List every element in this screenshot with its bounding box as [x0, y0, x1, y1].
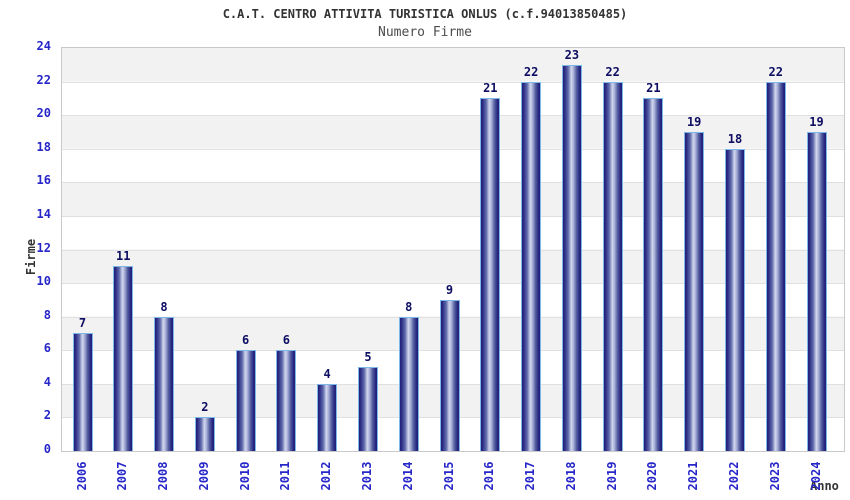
bar-2007 [113, 266, 134, 451]
bar-value-label-2017: 22 [523, 64, 539, 79]
x-axis-title: Anno [810, 479, 839, 493]
chart-title: C.A.T. CENTRO ATTIVITA TURISTICA ONLUS (… [222, 7, 628, 21]
bar-2017 [521, 81, 542, 451]
bar-2020 [643, 98, 664, 451]
y-tick-label-0: 0 [43, 442, 51, 456]
bar-value-label-2014: 8 [405, 299, 413, 314]
y-tick-label-16: 16 [36, 173, 51, 188]
bar-2010 [235, 350, 256, 451]
chart-subtitle: Numero Firme [378, 25, 472, 40]
bar-value-label-2011: 6 [282, 333, 290, 348]
bar-value-label-2022: 18 [727, 131, 743, 146]
bar-value-label-2007: 11 [116, 249, 131, 264]
y-tick-label-24: 24 [36, 39, 51, 53]
y-tick-label-18: 18 [36, 139, 51, 154]
bar-2011 [276, 350, 297, 451]
bar-value-label-2021: 19 [686, 114, 702, 129]
bar-value-label-2023: 22 [768, 64, 783, 79]
y-tick-label-6: 6 [43, 341, 51, 356]
bar-value-label-2015: 9 [445, 282, 454, 297]
bar-value-label-2019: 22 [605, 64, 620, 79]
x-tick-label-2024: 2024 [808, 461, 823, 491]
bar-2018 [561, 64, 582, 451]
bar-2022 [724, 148, 745, 451]
gridline [62, 249, 844, 251]
gridline [62, 283, 844, 285]
bar-2016 [480, 98, 501, 451]
y-tick-label-12: 12 [36, 240, 51, 255]
bar-value-label-2018: 23 [564, 47, 580, 62]
bar-2014 [398, 316, 419, 451]
bar-2006 [72, 333, 93, 451]
bar-2024 [806, 131, 827, 451]
bar-value-label-2020: 21 [646, 81, 661, 96]
bar-2008 [154, 316, 175, 451]
bar-2019 [602, 81, 623, 451]
bar-value-label-2008: 8 [160, 299, 168, 314]
gridline [62, 81, 844, 83]
bar-value-label-2010: 6 [241, 333, 250, 348]
bar-2015 [439, 299, 460, 451]
gridline [62, 215, 844, 217]
gridline [62, 148, 844, 150]
bar-2021 [684, 131, 705, 451]
bar-2013 [357, 367, 378, 451]
y-tick-label-10: 10 [36, 274, 51, 289]
plot-area: 7 11 8 2 6 6 4 5 8 9 21 22 23 22 21 19 18 22 19 [61, 47, 845, 452]
y-tick-label-14: 14 [36, 206, 51, 221]
bar-value-label-2024: 19 [809, 114, 824, 129]
y-tick-label-8: 8 [43, 307, 51, 322]
gridline [62, 182, 844, 184]
gridline [62, 115, 844, 117]
bar-2012 [317, 383, 338, 451]
bar-value-label-2009: 2 [201, 400, 209, 415]
bar-value-label-2013: 5 [364, 350, 372, 365]
bar-value-label-2012: 4 [323, 366, 331, 381]
y-tick-label-4: 4 [43, 374, 51, 389]
bar-2009 [194, 417, 215, 451]
y-tick-label-22: 22 [36, 72, 51, 87]
bar-value-label-2006: 7 [78, 316, 87, 331]
y-tick-label-20: 20 [36, 106, 51, 121]
bar-value-label-2016: 21 [483, 81, 498, 96]
bar-2023 [765, 81, 786, 451]
y-tick-label-2: 2 [43, 408, 51, 423]
